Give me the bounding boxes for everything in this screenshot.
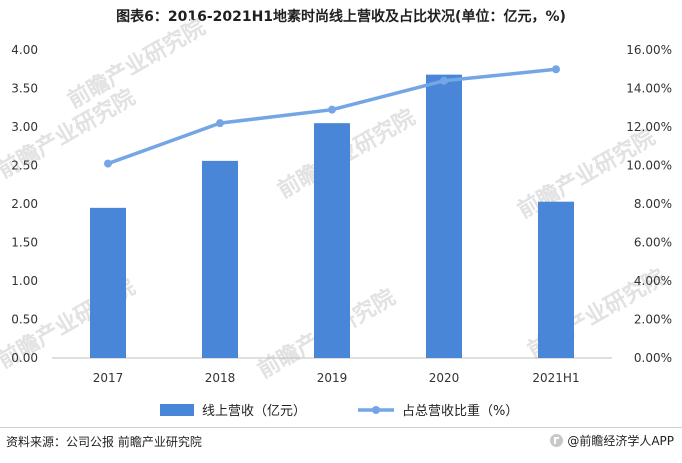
x-axis-tick-label: 2020 (429, 371, 460, 385)
x-axis-tick-label: 2017 (93, 371, 124, 385)
left-axis-tick-label: 0.00 (11, 351, 38, 365)
left-axis-tick-label: 0.50 (11, 313, 38, 327)
legend-bar-label: 线上营收（亿元） (202, 404, 306, 419)
left-axis-tick-label: 1.00 (11, 274, 38, 288)
line-series (104, 65, 560, 168)
right-axis-tick-label: 6.00% (634, 236, 672, 250)
legend-line-label: 占总营收比重（%） (402, 403, 518, 419)
x-axis-ticks: 2017 2018 2019 2020 2021H1 (93, 371, 580, 385)
right-axis-tick-label: 2.00% (634, 313, 672, 327)
left-axis-tick-label: 4.00 (11, 43, 38, 57)
x-axis-tick-label: 2018 (205, 371, 236, 385)
right-axis-tick-label: 8.00% (634, 197, 672, 211)
source-note: 资料来源：公司公报 前瞻产业研究院 (6, 435, 202, 449)
right-axis-tick-label: 12.00% (626, 120, 672, 134)
left-axis-tick-label: 1.50 (11, 236, 38, 250)
bar-2020 (426, 74, 462, 358)
x-axis-tick-label: 2019 (317, 371, 348, 385)
line-point-2020 (440, 76, 448, 85)
right-axis-tick-label: 16.00% (626, 43, 672, 57)
line-point-2021H1 (552, 65, 560, 74)
brand-mark: @前瞻经济学人APP (550, 432, 674, 449)
legend-bar-swatch (160, 404, 194, 416)
watermark-text: 前瞻产业研究院 (63, 14, 209, 114)
x-axis-tick-label: 2021H1 (532, 371, 579, 385)
right-axis-tick-label: 14.00% (626, 82, 672, 96)
bar-2017 (90, 207, 126, 358)
right-axis-tick-label: 4.00% (634, 274, 672, 288)
left-axis-ticks: 0.00 0.50 1.00 1.50 2.00 2.50 3.00 3.50 4.00 (11, 43, 38, 365)
left-axis-tick-label: 3.00 (11, 120, 38, 134)
legend: 线上营收（亿元） 占总营收比重（%） (160, 403, 518, 419)
brand-logo-icon (550, 434, 564, 447)
chart-title: 图表6：2016-2021H1地素时尚线上营收及占比状况(单位：亿元，%) (116, 9, 566, 25)
right-axis-tick-label: 10.00% (626, 159, 672, 173)
line-point-2018 (216, 119, 224, 128)
brand-text: @前瞻经济学人APP (567, 434, 674, 448)
footer-divider (0, 427, 682, 428)
bar-2021H1 (538, 201, 574, 358)
legend-line-marker (372, 406, 380, 414)
line-point-2017 (104, 159, 112, 168)
right-axis-ticks: 0.00% 2.00% 4.00% 6.00% 8.00% 10.00% 12.00% 14.… (626, 43, 672, 365)
line-point-2019 (328, 105, 336, 114)
bar-series (90, 74, 574, 359)
left-axis-tick-label: 3.50 (11, 82, 38, 96)
left-axis-tick-label: 2.00 (11, 197, 38, 211)
right-axis-tick-label: 0.00% (634, 351, 672, 365)
left-axis-tick-label: 2.50 (11, 159, 38, 173)
bar-2018 (202, 160, 238, 358)
bar-2019 (314, 123, 350, 359)
